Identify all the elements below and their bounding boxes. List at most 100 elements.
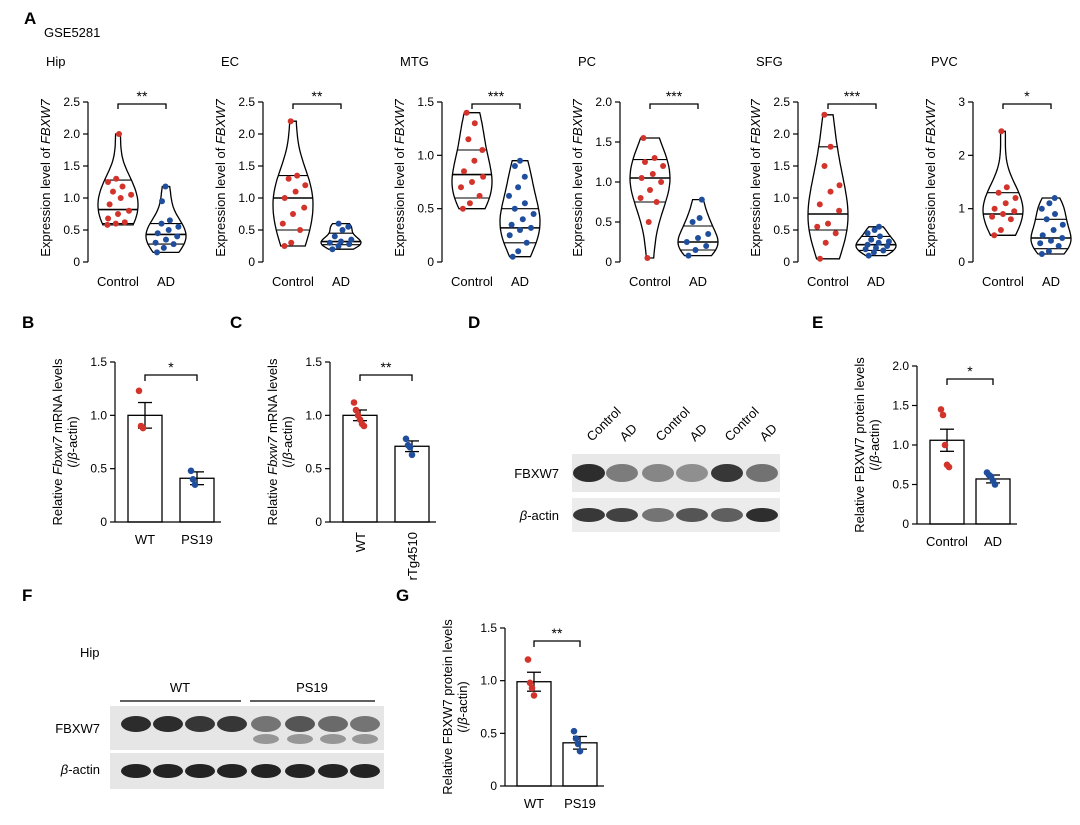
data-point-ad — [345, 223, 352, 230]
data-point-control — [821, 111, 828, 118]
data-point-ad — [705, 231, 712, 237]
data-point-control — [459, 205, 466, 212]
blot-D-fbxw7-band — [642, 464, 674, 482]
blot-D-column-label: AD — [687, 421, 710, 444]
chart-title: PC — [578, 54, 596, 69]
panel-label-F: F — [22, 586, 32, 605]
data-point-wt — [139, 424, 147, 432]
significance-label: ** — [381, 359, 392, 375]
data-point-ad — [1052, 211, 1058, 217]
y-tick-label: 1.5 — [480, 621, 497, 635]
blot-D-actin-band — [746, 508, 778, 522]
data-point-control — [294, 172, 301, 179]
data-point-control — [941, 441, 949, 449]
y-axis-label: Expression level of FBXW7 — [748, 98, 763, 256]
data-point-control — [105, 179, 111, 185]
data-point-ad — [1038, 205, 1045, 212]
x-category-label: PS19 — [564, 796, 596, 811]
chart-title: Hip — [46, 54, 66, 69]
data-point-ad — [346, 241, 353, 248]
y-axis-label-line1: Relative FBXW7 protein levels — [852, 357, 867, 533]
data-point-control — [1012, 195, 1019, 201]
blot-F-fbxw7-band — [217, 716, 247, 732]
data-point-control — [302, 182, 309, 189]
data-point-wt — [350, 399, 358, 406]
data-point-control — [458, 184, 464, 191]
data-point-ad — [338, 238, 344, 245]
y-tick-label: 1.5 — [305, 355, 322, 369]
data-point-ad — [523, 239, 530, 246]
data-point-control — [816, 201, 823, 208]
data-point-control — [128, 191, 135, 198]
significance-bracket — [649, 103, 699, 109]
x-category-label: WT — [524, 796, 544, 811]
y-axis-label-line2: (/β-actin) — [65, 416, 80, 468]
data-point-ad — [695, 235, 701, 241]
data-point-control — [825, 220, 831, 227]
data-point-ad — [875, 239, 882, 246]
data-point-ad — [515, 184, 522, 191]
data-point-control — [297, 227, 304, 233]
data-point-control — [997, 227, 1004, 233]
data-point-control — [651, 155, 658, 161]
data-point-ad — [1037, 240, 1044, 247]
data-point-control — [640, 135, 647, 141]
y-tick-label: 1.0 — [417, 148, 434, 162]
blot-F-group-wt: WT — [170, 680, 190, 695]
chart-title: SFG — [756, 54, 783, 69]
x-category-label: AD — [1042, 274, 1060, 289]
y-tick-label: 0 — [100, 515, 107, 529]
significance-label: * — [1024, 88, 1030, 104]
data-point-control — [991, 232, 998, 239]
data-point-ad — [159, 198, 165, 205]
data-point-control — [479, 147, 486, 153]
data-point-ad — [1059, 235, 1066, 241]
data-point-ad — [170, 241, 177, 248]
data-point-control — [638, 175, 645, 181]
y-tick-label: 2.5 — [773, 95, 790, 109]
data-point-control — [832, 230, 839, 237]
data-point-control — [1000, 211, 1006, 217]
y-tick-label: 1.0 — [773, 191, 790, 205]
data-point-control — [287, 118, 294, 125]
data-point-control — [989, 213, 996, 220]
y-tick-label: 1.0 — [595, 175, 612, 189]
y-tick-label: 2.0 — [63, 127, 80, 141]
data-point-ad — [1046, 200, 1053, 207]
y-tick-label: 0 — [248, 255, 255, 269]
data-point-ad — [1043, 216, 1050, 223]
y-tick-label: 2 — [958, 148, 965, 162]
data-point-control — [1002, 200, 1009, 207]
blot-F-fbxw7-band — [153, 716, 183, 732]
blot-F-fbxw7-band — [251, 716, 281, 732]
y-tick-label: 1.5 — [773, 159, 790, 173]
data-point-control — [461, 168, 467, 175]
data-point-control — [480, 173, 487, 180]
panel-label-A: A — [24, 9, 36, 28]
y-tick-label: 0 — [783, 255, 790, 269]
x-category-label: Control — [926, 534, 968, 549]
data-point-ad — [864, 230, 871, 237]
violin-shape-control — [982, 130, 1024, 236]
data-point-control — [463, 109, 470, 116]
dataset-label: GSE5281 — [44, 25, 100, 40]
data-point-control — [288, 239, 295, 246]
blot-F-actin-band — [217, 764, 247, 778]
blot-D-row-fbxw7: FBXW7 — [514, 466, 559, 481]
data-point-control — [827, 188, 834, 195]
data-point-ad — [339, 227, 346, 233]
blot-F-fbxw7-lower-band — [320, 734, 346, 744]
significance-label: * — [168, 359, 174, 375]
blot-F-actin-band — [121, 764, 151, 778]
blot-D-actin-band — [642, 508, 674, 522]
data-point-control — [991, 205, 998, 212]
data-point-ad — [885, 238, 892, 245]
data-point-control — [466, 200, 473, 207]
significance-bracket — [533, 640, 581, 647]
blot-D-fbxw7-band — [606, 464, 638, 482]
y-tick-label: 0 — [73, 255, 80, 269]
data-point-control — [658, 179, 665, 185]
significance-bracket — [117, 103, 167, 109]
data-point-ad — [884, 243, 891, 249]
